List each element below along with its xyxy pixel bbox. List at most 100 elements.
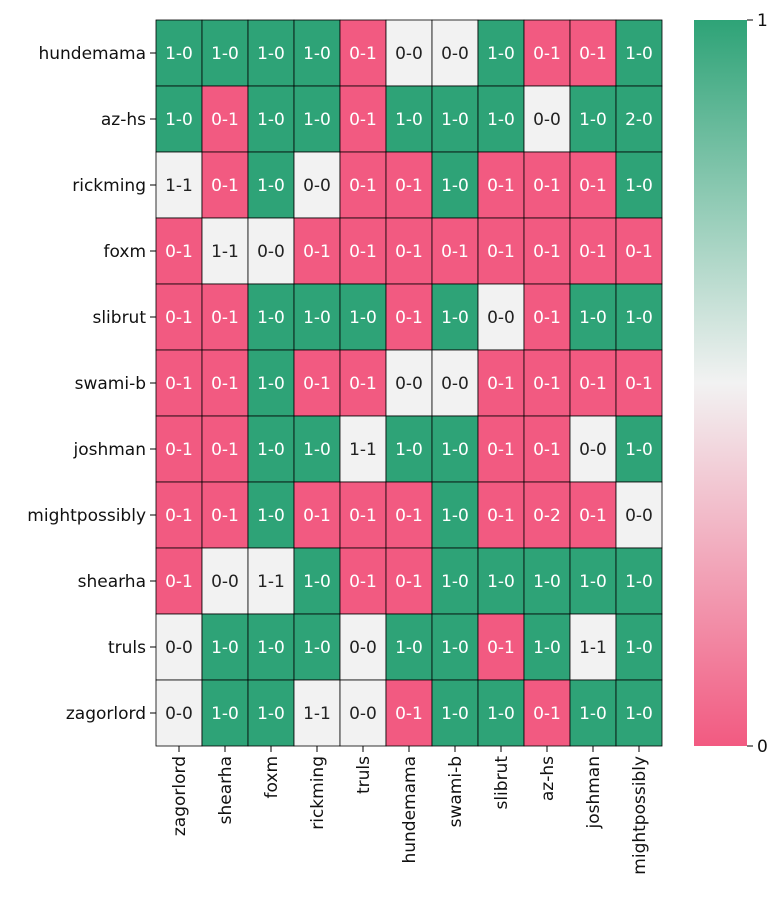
heatmap-cell <box>247 415 295 483</box>
heatmap-cell <box>431 415 479 483</box>
heatmap-cell-label: 0-1 <box>395 308 423 328</box>
heatmap-cell <box>431 217 479 285</box>
heatmap-cell-label: 0-0 <box>395 44 423 64</box>
heatmap-cell-label: 0-1 <box>165 242 193 262</box>
heatmap-cell-label: 1-0 <box>625 638 653 658</box>
row-label: shearha <box>78 572 146 592</box>
heatmap-cell <box>293 415 341 483</box>
column-labels: zagorlord shearha foxm rickming truls hundema… <box>169 746 652 876</box>
heatmap-cell <box>569 415 617 483</box>
heatmap-cell <box>477 547 525 615</box>
column-label: az-hs <box>538 756 558 801</box>
heatmap-cell <box>569 19 617 87</box>
heatmap-cell <box>293 349 341 417</box>
heatmap-cell <box>339 481 387 549</box>
heatmap-cell-label: 0-1 <box>487 440 515 460</box>
heatmap-cell <box>385 349 433 417</box>
heatmap-cell-label: 0-1 <box>165 506 193 526</box>
heatmap-cell-label: 0-1 <box>165 374 193 394</box>
row-label: joshman <box>72 440 146 460</box>
heatmap-cell-label: 1-0 <box>257 506 285 526</box>
heatmap-cell-label: 0-1 <box>487 242 515 262</box>
row-label: hundemama <box>38 44 146 64</box>
heatmap-cell <box>569 679 617 747</box>
heatmap-cell <box>155 283 203 351</box>
heatmap-cell-label: 1-0 <box>211 44 239 64</box>
heatmap-cell-label: 0-0 <box>487 308 515 328</box>
heatmap-cell <box>615 613 663 681</box>
heatmap-cell-label: 0-1 <box>441 242 469 262</box>
heatmap-cell-label: 1-0 <box>395 110 423 130</box>
heatmap-cell-label: 1-0 <box>625 572 653 592</box>
row-label: slibrut <box>92 308 146 328</box>
heatmap-cell-label: 0-1 <box>487 506 515 526</box>
colorbar-tick-top: 1 <box>757 11 768 31</box>
heatmap-cell-label: 0-1 <box>165 440 193 460</box>
heatmap-cell <box>293 547 341 615</box>
heatmap-cell <box>247 283 295 351</box>
heatmap-cell-label: 0-1 <box>487 638 515 658</box>
column-label: mightpossibly <box>630 756 650 875</box>
heatmap-cell <box>155 481 203 549</box>
heatmap-cell-label: 1-0 <box>579 704 607 724</box>
heatmap-cell-label: 1-0 <box>395 440 423 460</box>
heatmap-cell-label: 0-0 <box>349 704 377 724</box>
heatmap-cell-label: 1-0 <box>579 308 607 328</box>
heatmap-cell-label: 1-0 <box>211 704 239 724</box>
heatmap-cell <box>615 151 663 219</box>
heatmap-cell-label: 0-0 <box>303 176 331 196</box>
heatmap-cell-label: 1-0 <box>579 110 607 130</box>
heatmap-cell-label: 1-0 <box>257 44 285 64</box>
column-label: foxm <box>262 756 282 798</box>
heatmap-cell-label: 1-0 <box>487 44 515 64</box>
row-label: az-hs <box>101 110 146 130</box>
heatmap-cell-label: 0-1 <box>349 374 377 394</box>
heatmap-cell-label: 0-2 <box>533 506 561 526</box>
heatmap-cell <box>339 613 387 681</box>
heatmap-cell-label: 1-0 <box>257 638 285 658</box>
heatmap-cell-label: 1-0 <box>257 308 285 328</box>
heatmap-cell <box>385 415 433 483</box>
heatmap-cell <box>523 217 571 285</box>
heatmap-cell-label: 0-1 <box>533 44 561 64</box>
heatmap-cell-label: 0-1 <box>349 110 377 130</box>
row-label: foxm <box>104 242 146 262</box>
heatmap-cell <box>339 679 387 747</box>
heatmap-cell-label: 1-0 <box>441 440 469 460</box>
heatmap-cell <box>155 613 203 681</box>
heatmap-cell <box>155 349 203 417</box>
heatmap-cell-label: 0-1 <box>487 176 515 196</box>
heatmap-cell <box>155 415 203 483</box>
heatmap-cell-label: 1-0 <box>441 308 469 328</box>
heatmap-cell-label: 1-0 <box>257 374 285 394</box>
heatmap-cell <box>385 679 433 747</box>
heatmap-cell-label: 1-0 <box>533 572 561 592</box>
heatmap-cell <box>385 547 433 615</box>
heatmap-cell <box>201 19 249 87</box>
heatmap-cell-label: 1-0 <box>487 572 515 592</box>
heatmap-cell <box>247 613 295 681</box>
heatmap-cell-label: 1-0 <box>441 572 469 592</box>
heatmap-cell-label: 0-1 <box>533 440 561 460</box>
heatmap-cell <box>523 349 571 417</box>
heatmap-cell-label: 1-0 <box>625 440 653 460</box>
heatmap-cell <box>293 19 341 87</box>
heatmap-cell <box>477 613 525 681</box>
heatmap-cell-label: 0-1 <box>579 242 607 262</box>
heatmap-cell <box>201 679 249 747</box>
heatmap-cell-label: 1-0 <box>257 704 285 724</box>
heatmap-cell-label: 0-0 <box>165 638 193 658</box>
heatmap-cell <box>431 547 479 615</box>
heatmap-cell <box>385 19 433 87</box>
heatmap-cell-label: 2-0 <box>625 110 653 130</box>
column-label: shearha <box>216 756 236 824</box>
heatmap-cell-label: 0-1 <box>533 242 561 262</box>
heatmap-cell-label: 1-0 <box>441 638 469 658</box>
heatmap-cell-label: 0-1 <box>349 572 377 592</box>
colorbar: 1 0 <box>694 11 768 757</box>
heatmap-cell-label: 1-1 <box>211 242 239 262</box>
heatmap-cell-label: 1-0 <box>441 704 469 724</box>
colorbar-tick-bottom: 0 <box>757 737 768 757</box>
heatmap-cell-label: 1-1 <box>303 704 331 724</box>
heatmap-cell-label: 1-0 <box>487 110 515 130</box>
